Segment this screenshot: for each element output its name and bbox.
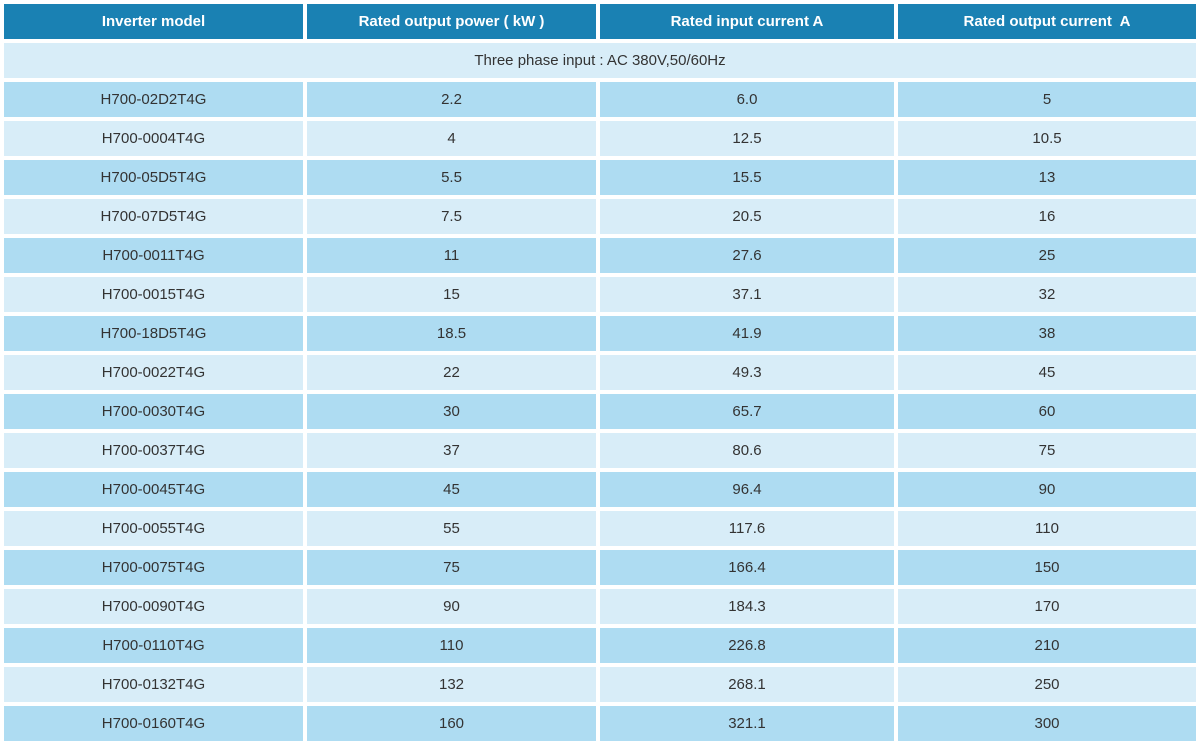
table-row: H700-0090T4G 90 184.3 170: [4, 589, 1196, 624]
cell-output: 250: [898, 667, 1196, 702]
cell-power: 55: [307, 511, 596, 546]
cell-output: 38: [898, 316, 1196, 351]
cell-model: H700-0015T4G: [4, 277, 303, 312]
table-row: H700-18D5T4G 18.5 41.9 38: [4, 316, 1196, 351]
cell-input: 80.6: [600, 433, 894, 468]
cell-model: H700-0160T4G: [4, 706, 303, 741]
table-row: H700-0015T4G 15 37.1 32: [4, 277, 1196, 312]
cell-power: 37: [307, 433, 596, 468]
column-header-inverter-model: Inverter model: [4, 4, 303, 39]
table-row: H700-0132T4G 132 268.1 250: [4, 667, 1196, 702]
table-row: H700-0045T4G 45 96.4 90: [4, 472, 1196, 507]
cell-power: 90: [307, 589, 596, 624]
group-header-row: Three phase input : AC 380V,50/60Hz: [4, 43, 1196, 78]
cell-power: 18.5: [307, 316, 596, 351]
cell-model: H700-0045T4G: [4, 472, 303, 507]
table-row: H700-02D2T4G 2.2 6.0 5: [4, 82, 1196, 117]
cell-model: H700-0004T4G: [4, 121, 303, 156]
cell-model: H700-0011T4G: [4, 238, 303, 273]
cell-input: 6.0: [600, 82, 894, 117]
cell-model: H700-0132T4G: [4, 667, 303, 702]
cell-power: 110: [307, 628, 596, 663]
cell-output: 5: [898, 82, 1196, 117]
cell-model: H700-07D5T4G: [4, 199, 303, 234]
column-header-rated-input-current: Rated input current A: [600, 4, 894, 39]
cell-input: 37.1: [600, 277, 894, 312]
cell-output: 16: [898, 199, 1196, 234]
cell-input: 117.6: [600, 511, 894, 546]
cell-model: H700-18D5T4G: [4, 316, 303, 351]
cell-input: 321.1: [600, 706, 894, 741]
cell-power: 4: [307, 121, 596, 156]
table-row: H700-0004T4G 4 12.5 10.5: [4, 121, 1196, 156]
cell-output: 170: [898, 589, 1196, 624]
cell-input: 41.9: [600, 316, 894, 351]
cell-power: 5.5: [307, 160, 596, 195]
cell-output: 13: [898, 160, 1196, 195]
cell-output: 210: [898, 628, 1196, 663]
cell-power: 15: [307, 277, 596, 312]
cell-power: 132: [307, 667, 596, 702]
table-row: H700-0160T4G 160 321.1 300: [4, 706, 1196, 741]
cell-power: 45: [307, 472, 596, 507]
cell-output: 32: [898, 277, 1196, 312]
cell-model: H700-0037T4G: [4, 433, 303, 468]
cell-output: 25: [898, 238, 1196, 273]
table-row: H700-0022T4G 22 49.3 45: [4, 355, 1196, 390]
cell-model: H700-0090T4G: [4, 589, 303, 624]
cell-input: 27.6: [600, 238, 894, 273]
cell-power: 30: [307, 394, 596, 429]
cell-model: H700-02D2T4G: [4, 82, 303, 117]
cell-model: H700-0022T4G: [4, 355, 303, 390]
column-header-rated-output-current: Rated output current A: [898, 4, 1196, 39]
cell-input: 184.3: [600, 589, 894, 624]
cell-input: 226.8: [600, 628, 894, 663]
table-row: H700-07D5T4G 7.5 20.5 16: [4, 199, 1196, 234]
cell-input: 15.5: [600, 160, 894, 195]
header-row: Inverter model Rated output power ( kW )…: [4, 4, 1196, 39]
cell-model: H700-0075T4G: [4, 550, 303, 585]
cell-output: 150: [898, 550, 1196, 585]
table-row: H700-0055T4G 55 117.6 110: [4, 511, 1196, 546]
cell-output: 45: [898, 355, 1196, 390]
cell-power: 2.2: [307, 82, 596, 117]
cell-input: 268.1: [600, 667, 894, 702]
group-header-label: Three phase input : AC 380V,50/60Hz: [4, 43, 1196, 78]
cell-output: 60: [898, 394, 1196, 429]
cell-power: 11: [307, 238, 596, 273]
cell-model: H700-0055T4G: [4, 511, 303, 546]
cell-input: 49.3: [600, 355, 894, 390]
cell-input: 65.7: [600, 394, 894, 429]
table-row: H700-0030T4G 30 65.7 60: [4, 394, 1196, 429]
cell-output: 110: [898, 511, 1196, 546]
cell-model: H700-05D5T4G: [4, 160, 303, 195]
cell-power: 7.5: [307, 199, 596, 234]
cell-output: 75: [898, 433, 1196, 468]
cell-model: H700-0110T4G: [4, 628, 303, 663]
table-row: H700-05D5T4G 5.5 15.5 13: [4, 160, 1196, 195]
column-header-rated-output-power: Rated output power ( kW ): [307, 4, 596, 39]
table-row: H700-0011T4G 11 27.6 25: [4, 238, 1196, 273]
table-row: H700-0075T4G 75 166.4 150: [4, 550, 1196, 585]
cell-input: 12.5: [600, 121, 894, 156]
cell-output: 90: [898, 472, 1196, 507]
cell-model: H700-0030T4G: [4, 394, 303, 429]
cell-input: 166.4: [600, 550, 894, 585]
table-row: H700-0037T4G 37 80.6 75: [4, 433, 1196, 468]
table-row: H700-0110T4G 110 226.8 210: [4, 628, 1196, 663]
cell-power: 160: [307, 706, 596, 741]
cell-power: 75: [307, 550, 596, 585]
cell-input: 20.5: [600, 199, 894, 234]
cell-power: 22: [307, 355, 596, 390]
cell-input: 96.4: [600, 472, 894, 507]
cell-output: 10.5: [898, 121, 1196, 156]
cell-output: 300: [898, 706, 1196, 741]
